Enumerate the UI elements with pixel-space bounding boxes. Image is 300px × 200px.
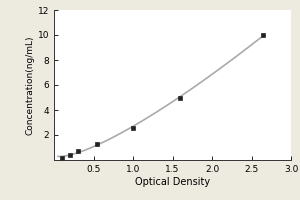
Y-axis label: Concentration(ng/mL): Concentration(ng/mL) <box>26 35 35 135</box>
X-axis label: Optical Density: Optical Density <box>135 177 210 187</box>
